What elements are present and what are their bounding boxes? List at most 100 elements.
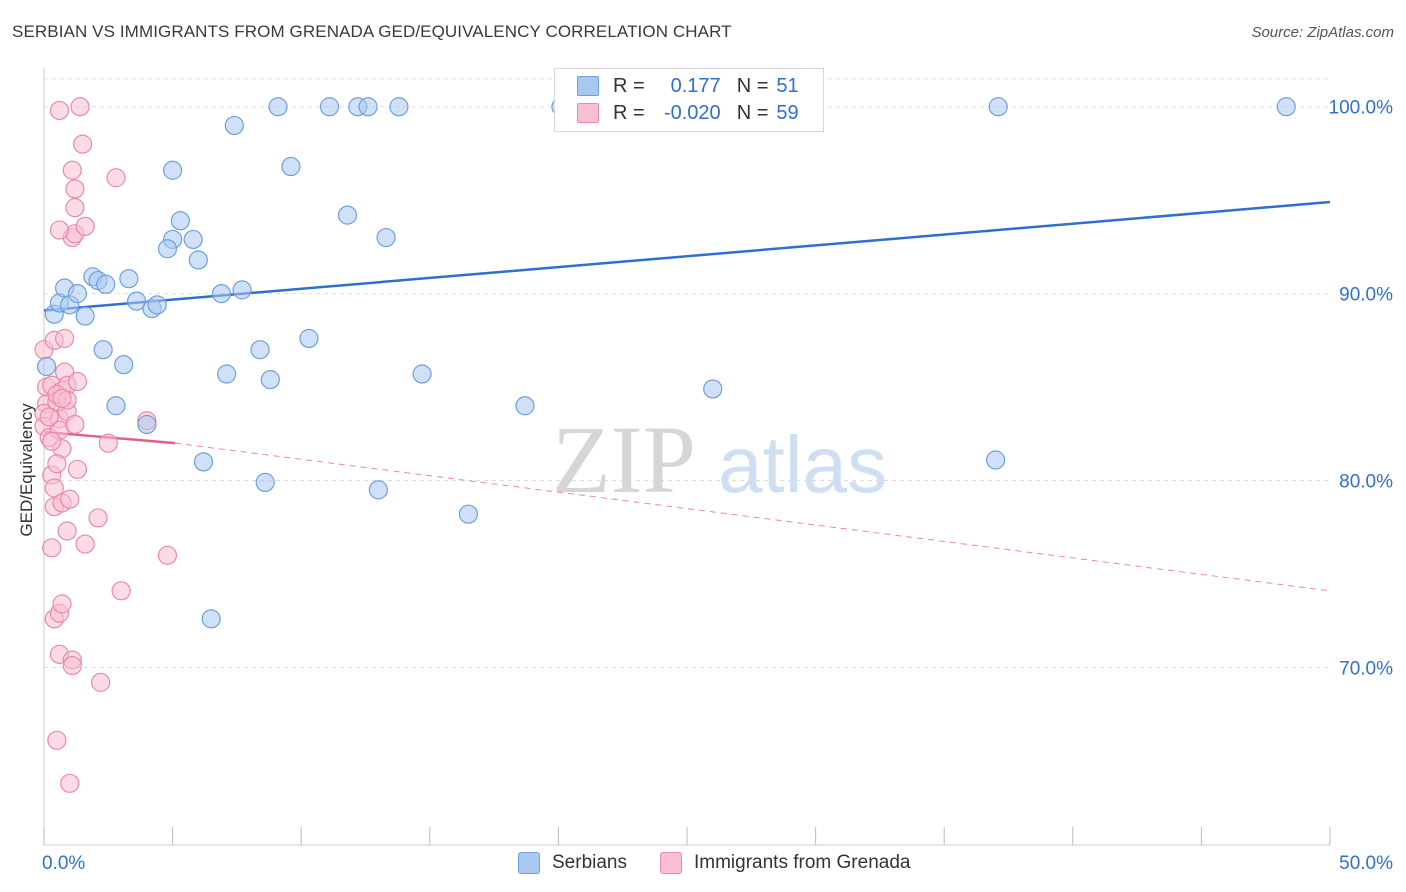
grenada-point <box>47 730 67 750</box>
axes <box>43 68 1331 846</box>
grenada-point <box>88 508 108 528</box>
grenada-point <box>49 220 70 240</box>
grenada-point <box>111 581 131 601</box>
serbian-point <box>268 97 288 117</box>
serbian-point <box>114 355 134 375</box>
serbian-point <box>36 356 57 377</box>
serbian-point <box>260 370 280 390</box>
serbian-point <box>193 452 214 472</box>
legend-item-grenada[interactable]: Immigrants from Grenada <box>660 852 910 874</box>
grenada-point <box>65 414 85 435</box>
grenada-point <box>90 672 111 692</box>
serbian-point <box>299 328 319 349</box>
grenada-point <box>47 454 67 474</box>
serbian-point <box>376 227 396 248</box>
y-axis-label: GED/Equivalency <box>17 403 36 537</box>
serbian-point <box>389 97 409 117</box>
serbian-point <box>281 156 301 177</box>
grenada-point <box>65 198 85 218</box>
serbian-point <box>358 97 378 117</box>
legend-swatch-serbians <box>577 76 599 96</box>
y-tick-label: 80.0% <box>1339 472 1393 493</box>
grenada-point <box>75 534 95 554</box>
serbian-point <box>337 205 358 225</box>
legend-swatch-grenada <box>577 103 599 123</box>
serbian-point <box>75 306 95 326</box>
grenada-point <box>42 538 62 558</box>
serbian-point <box>988 97 1008 117</box>
serbian-point <box>106 396 126 416</box>
grenada-point <box>106 168 126 188</box>
serbian-point <box>703 379 723 399</box>
watermark-zip: ZIP <box>552 406 696 513</box>
trend-lines <box>43 200 1331 592</box>
serbian-point <box>319 97 340 117</box>
grenada-point <box>67 371 88 392</box>
grenada-point <box>157 545 178 565</box>
grenada-point <box>65 179 85 199</box>
legend-r-value: -0.020 <box>663 101 721 124</box>
serbian-point <box>1276 97 1296 117</box>
source-credit: Source: ZipAtlas.com <box>1251 24 1394 41</box>
serbian-point <box>157 239 178 259</box>
tick-labels: 70.0% 80.0% 90.0% 100.0% 0.0% 50.0% <box>42 98 1393 874</box>
grenada-point <box>44 478 64 498</box>
legend-n-value: 51 <box>776 74 799 97</box>
serbian-point <box>412 364 432 384</box>
serbian-point <box>232 280 252 300</box>
grenada-point <box>54 328 75 349</box>
serbian-point <box>147 295 167 315</box>
data-points <box>34 97 1296 793</box>
legend-n-label: N = <box>736 74 769 97</box>
watermark: ZIP atlas <box>552 406 887 513</box>
serbian-point <box>188 250 208 270</box>
grenada-point <box>60 773 80 793</box>
serbian-point <box>137 414 157 435</box>
legend-n-value: 59 <box>776 101 799 124</box>
grenada-point <box>75 216 95 236</box>
serbian-point <box>515 396 535 416</box>
serbian-point <box>96 274 116 294</box>
y-tick-label: 90.0% <box>1339 285 1393 306</box>
grenada-point <box>72 134 93 154</box>
grenada-point <box>98 433 118 453</box>
grenada-point <box>70 97 90 117</box>
correlation-legend: R = 0.177 N = 51 R = -0.020 N = 59 <box>554 68 824 132</box>
serbian-point <box>93 340 113 360</box>
grenada-point <box>52 594 72 614</box>
serbian-point <box>183 229 203 250</box>
x-tick-label-max: 50.0% <box>1339 853 1393 874</box>
grenada-point <box>67 459 88 479</box>
grenada-point <box>42 431 62 451</box>
grenada-point <box>49 100 70 121</box>
grenada-point <box>52 388 72 408</box>
serbian-point <box>211 284 232 304</box>
grenada-point <box>60 489 80 509</box>
serbian-point <box>170 211 190 231</box>
grenada-trend-line-dashed <box>175 442 1331 592</box>
serbian-point <box>224 115 244 136</box>
serbian-point <box>458 504 478 524</box>
grenada-point <box>62 160 82 180</box>
serbian-point <box>217 364 237 384</box>
serbian-point <box>368 480 388 500</box>
serbians-swatch <box>518 852 540 874</box>
legend-n-label: N = <box>736 101 769 124</box>
serbian-point <box>255 472 275 493</box>
serbian-point <box>119 269 139 289</box>
serbian-point <box>250 340 270 360</box>
serbian-point <box>67 284 88 304</box>
grenada-point <box>62 655 82 676</box>
legend-row-serbians: R = 0.177 N = 51 <box>577 73 799 99</box>
serbian-point <box>163 160 183 180</box>
legend-r-label: R = <box>613 101 645 124</box>
y-tick-label: 70.0% <box>1339 658 1393 679</box>
serbian-point <box>986 450 1006 470</box>
watermark-atlas: atlas <box>718 420 887 509</box>
grenada-label: Immigrants from Grenada <box>694 852 911 873</box>
legend-item-serbians[interactable]: Serbians <box>518 852 627 874</box>
x-tick-label-min: 0.0% <box>42 853 85 874</box>
y-tick-label: 100.0% <box>1329 98 1394 119</box>
serbian-point <box>126 291 147 311</box>
